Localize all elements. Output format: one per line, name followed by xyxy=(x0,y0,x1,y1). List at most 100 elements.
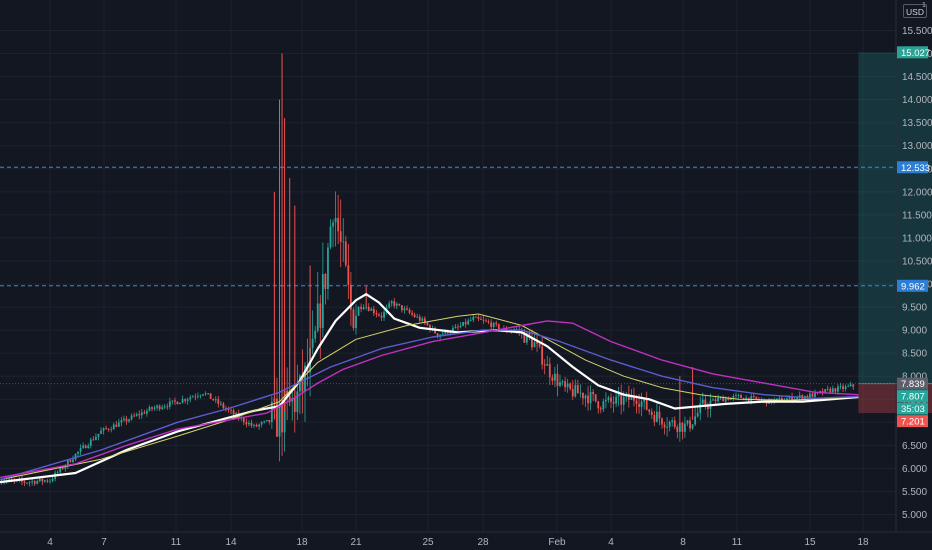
candle-body xyxy=(102,428,105,431)
candle-body xyxy=(276,398,278,437)
candle-body xyxy=(181,399,184,403)
price-tag xyxy=(897,390,928,403)
candle-body xyxy=(640,401,643,407)
x-tick-label: 21 xyxy=(350,537,362,548)
candle-body xyxy=(724,398,727,402)
candle-body xyxy=(110,429,113,431)
currency-button[interactable]: USD xyxy=(903,4,927,18)
candle-body xyxy=(411,312,413,315)
candle-body xyxy=(541,346,544,365)
candle-body xyxy=(278,403,281,437)
candle-body xyxy=(495,322,498,325)
candle-body xyxy=(370,308,373,311)
candle-body xyxy=(378,314,380,316)
candle-body xyxy=(518,329,521,333)
candle-body xyxy=(454,326,457,329)
candle-body xyxy=(89,439,92,446)
candle-body xyxy=(138,414,141,416)
candle-body xyxy=(658,411,661,419)
candle-body xyxy=(480,318,482,320)
candle-body xyxy=(497,324,500,330)
time-axis[interactable]: 4 7 11 14 18 21 25 28 Feb 4 8 11 15 18 xyxy=(47,537,869,548)
candle-body xyxy=(459,325,462,328)
price-tag-label: 7.807 xyxy=(901,392,925,403)
candle-body xyxy=(140,412,143,416)
horizontal-lines[interactable] xyxy=(0,166,896,385)
y-tick-label: 11.000 xyxy=(902,233,932,244)
candle-body xyxy=(464,322,467,325)
candle-body xyxy=(46,480,49,482)
moving-average-line xyxy=(0,293,859,484)
price-tag-label: 35:03 xyxy=(901,404,925,415)
y-tick-label: 14.000 xyxy=(902,95,932,106)
candle-body xyxy=(28,482,31,483)
candle-body xyxy=(388,303,391,308)
y-tick-label: 11.500 xyxy=(902,210,932,221)
candle-body xyxy=(230,409,232,411)
candle-body xyxy=(44,480,46,482)
candle-body xyxy=(8,479,11,481)
candle-body xyxy=(418,316,421,321)
x-tick-label: 8 xyxy=(680,537,686,548)
candle-body xyxy=(380,315,383,318)
candle-body xyxy=(401,305,403,311)
candle-body xyxy=(304,365,306,392)
x-tick-label: 14 xyxy=(225,537,237,548)
candle-body xyxy=(732,396,735,398)
candle-body xyxy=(36,481,39,484)
y-tick-label: 9.000 xyxy=(902,326,927,337)
candle-body xyxy=(834,388,837,392)
candle-body xyxy=(831,388,834,393)
candle-body xyxy=(179,402,181,405)
candle-body xyxy=(268,419,271,422)
long-position-tool[interactable] xyxy=(858,52,932,414)
candle-body xyxy=(334,217,337,223)
candle-body xyxy=(638,403,640,407)
candle-body xyxy=(10,479,13,480)
candle-body xyxy=(413,314,416,317)
candle-body xyxy=(197,396,199,397)
candle-body xyxy=(319,303,322,328)
candle-body xyxy=(436,333,439,337)
candle-body xyxy=(74,453,77,460)
candle-body xyxy=(66,460,69,466)
x-tick-label: 25 xyxy=(422,537,434,548)
candle-body xyxy=(355,315,357,329)
candle-body xyxy=(174,400,176,402)
target-zone[interactable] xyxy=(858,52,932,384)
candle-body xyxy=(357,306,360,316)
candle-body xyxy=(671,420,674,423)
candle-body xyxy=(533,342,536,348)
candle-body xyxy=(51,478,54,481)
candle-body xyxy=(360,306,362,309)
candle-body xyxy=(327,247,329,289)
candle-body xyxy=(248,422,250,425)
candle-body xyxy=(707,406,709,410)
price-tag xyxy=(897,377,928,390)
candle-body xyxy=(811,393,814,397)
x-tick-label: 7 xyxy=(101,537,107,548)
candle-body xyxy=(296,391,299,413)
candle-body xyxy=(337,217,340,232)
candle-body xyxy=(796,397,799,400)
candle-body xyxy=(546,363,549,366)
candle-body xyxy=(543,364,546,366)
candle-body xyxy=(184,399,187,401)
candle-body xyxy=(186,399,189,401)
candle-body xyxy=(775,398,778,400)
candle-body xyxy=(643,398,646,402)
candle-body xyxy=(207,393,209,395)
candle-body xyxy=(750,396,753,402)
candle-body xyxy=(696,412,699,417)
price-tag-label: 7.201 xyxy=(901,417,925,428)
candle-body xyxy=(798,395,801,398)
moving-average-line xyxy=(0,320,859,479)
candle-body xyxy=(209,393,212,399)
y-tick-label: 5.500 xyxy=(902,487,927,498)
candle-body xyxy=(316,303,319,331)
candle-body xyxy=(605,400,607,402)
moving-average-line xyxy=(0,313,859,481)
candle-body xyxy=(232,410,235,415)
price-tag xyxy=(897,279,928,292)
